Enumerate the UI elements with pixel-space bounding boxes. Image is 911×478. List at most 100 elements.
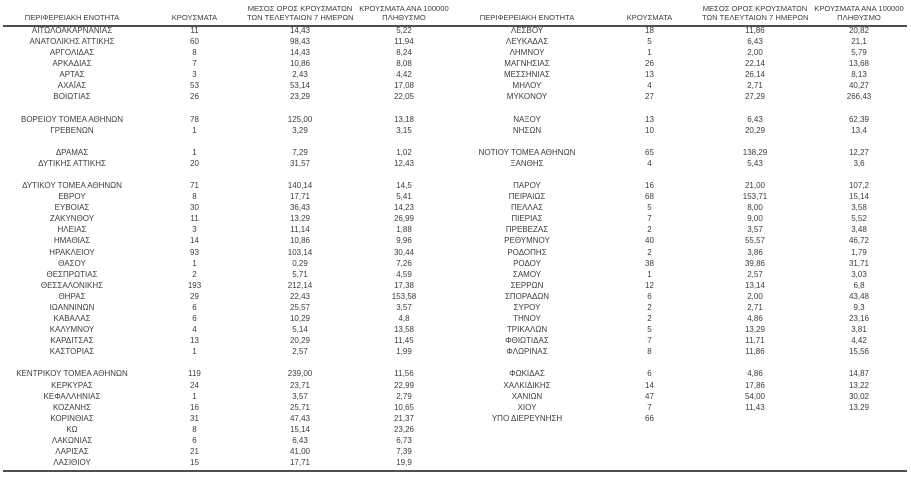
header-avg7-line1: ΜΕΣΟΣ ΟΡΟΣ ΚΡΟΥΣΜΑΤΩΝ bbox=[247, 4, 353, 13]
avg7-cell: 11,71 bbox=[745, 336, 765, 346]
per100k-cell: 4,59 bbox=[396, 269, 412, 279]
avg7-cell bbox=[702, 435, 808, 446]
per100k-cell bbox=[353, 136, 455, 147]
table-row: ΚΑΛΥΜΝΟΥ 4 5,14 13,58 bbox=[2, 324, 455, 335]
cases-cell: 27 bbox=[645, 92, 654, 102]
cases-cell: 14 bbox=[190, 236, 199, 246]
header-per100k-line2: ΠΛΗΘΥΣΜΟ bbox=[382, 13, 426, 22]
avg7-cell: 13,14 bbox=[744, 280, 766, 290]
header-region: ΠΕΡΙΦΕΡΕΙΑΚΗ ΕΝΟΤΗΤΑ bbox=[479, 13, 575, 22]
table-row: ΛΕΣΒΟΥ 18 11,86 20,82 bbox=[457, 25, 910, 36]
cases-cell bbox=[142, 169, 247, 180]
region-cell: ΚΕΝΤΡΙΚΟΥ ΤΟΜΕΑ ΑΘΗΝΩΝ bbox=[16, 369, 128, 379]
per100k-cell: 8,24 bbox=[396, 48, 412, 58]
cases-cell: 26 bbox=[190, 92, 199, 102]
region-cell: ΣΕΡΡΩΝ bbox=[510, 280, 544, 290]
per100k-cell: 23,16 bbox=[848, 314, 870, 324]
avg7-cell: 6,43 bbox=[747, 37, 763, 47]
table-row bbox=[2, 357, 455, 368]
table-row: ΔΥΤΙΚΗΣ ΑΤΤΙΚΗΣ 20 31,57 12,43 bbox=[2, 158, 455, 169]
avg7-cell: 3,86 bbox=[747, 247, 763, 257]
region-cell bbox=[457, 103, 597, 114]
cases-cell: 18 bbox=[645, 26, 654, 35]
table-row: ΦΩΚΙΔΑΣ 6 4,86 14,87 bbox=[457, 368, 910, 379]
table-row bbox=[2, 169, 455, 180]
per100k-cell: 13,4 bbox=[851, 125, 867, 135]
cases-cell: 8 bbox=[192, 424, 197, 434]
region-cell: ΔΥΤΙΚΟΥ ΤΟΜΕΑ ΑΘΗΝΩΝ bbox=[22, 181, 122, 191]
per100k-cell: 5,22 bbox=[396, 26, 412, 35]
per100k-cell: 1,02 bbox=[396, 147, 412, 157]
cases-cell: 193 bbox=[187, 280, 202, 290]
cases-cell: 7 bbox=[192, 59, 197, 69]
table-row: ΛΑΚΩΝΙΑΣ 6 6,43 6,73 bbox=[2, 435, 455, 446]
cases-cell: 5 bbox=[647, 37, 652, 47]
per100k-cell: 4,8 bbox=[398, 314, 410, 324]
cases-cell: 6 bbox=[192, 302, 197, 312]
avg7-cell: 98,43 bbox=[289, 37, 311, 47]
region-cell: ΧΑΝΙΩΝ bbox=[511, 391, 543, 401]
avg7-cell: 2,00 bbox=[747, 291, 763, 301]
per100k-cell bbox=[353, 103, 455, 114]
left-table: ΠΕΡΙΦΕΡΕΙΑΚΗ ΕΝΟΤΗΤΑ ΚΡΟΥΣΜΑΤΑ ΜΕΣΟΣ ΟΡΟ… bbox=[2, 0, 455, 468]
avg7-cell: 13,29 bbox=[744, 325, 766, 335]
region-cell: ΛΕΣΒΟΥ bbox=[510, 26, 544, 35]
region-cell: ΦΘΙΩΤΙΔΑΣ bbox=[505, 336, 549, 346]
region-cell: ΗΜΑΘΙΑΣ bbox=[53, 236, 91, 246]
avg7-cell: 26,14 bbox=[744, 70, 766, 80]
per100k-cell: 19,9 bbox=[396, 458, 412, 468]
region-cell bbox=[2, 169, 142, 180]
per100k-cell: 3,57 bbox=[396, 302, 412, 312]
cases-cell: 7 bbox=[647, 214, 652, 224]
table-row: ΣΥΡΟΥ 2 2,71 9,3 bbox=[457, 302, 910, 313]
table-row: ΑΧΑΪΑΣ 53 53,14 17,08 bbox=[2, 80, 455, 91]
table-row: ΝΟΤΙΟΥ ΤΟΜΕΑ ΑΘΗΝΩΝ 65 138,29 12,27 bbox=[457, 147, 910, 158]
region-cell: ΛΕΥΚΑΔΑΣ bbox=[505, 37, 549, 47]
avg7-cell: 6,43 bbox=[292, 435, 308, 445]
avg7-cell: 103,14 bbox=[287, 247, 313, 257]
per100k-cell bbox=[808, 136, 910, 147]
per100k-cell: 40,27 bbox=[848, 81, 870, 91]
cases-cell: 78 bbox=[190, 114, 199, 124]
header-avg7-line2: ΤΩΝ ΤΕΛΕΥΤΑΙΩΝ 7 ΗΜΕΡΩΝ bbox=[247, 13, 354, 22]
avg7-cell: 2,00 bbox=[747, 48, 763, 58]
table-row: ΠΑΡΟΥ 16 21,00 107,2 bbox=[457, 180, 910, 191]
avg7-cell: 2,71 bbox=[747, 81, 763, 91]
region-cell: ΠΡΕΒΕΖΑΣ bbox=[505, 225, 549, 235]
per100k-cell: 6,8 bbox=[853, 280, 865, 290]
cases-cell: 24 bbox=[190, 380, 199, 390]
per100k-cell: 21,1 bbox=[851, 37, 867, 47]
region-cell: ΚΟΡΙΝΘΙΑΣ bbox=[50, 413, 94, 423]
header-per100k: ΚΡΟΥΣΜΑΤΑ ΑΝΑ 100000 ΠΛΗΘΥΣΜΟ bbox=[808, 4, 910, 25]
cases-cell: 6 bbox=[647, 291, 652, 301]
per100k-cell: 31,71 bbox=[848, 258, 870, 268]
cases-cell: 1 bbox=[647, 269, 652, 279]
avg7-cell: 2,57 bbox=[292, 347, 308, 357]
cases-cell: 15 bbox=[190, 458, 199, 468]
avg7-cell: 54,00 bbox=[744, 391, 766, 401]
cases-cell: 2 bbox=[647, 225, 652, 235]
table-row: ΤΗΝΟΥ 2 4,86 23,16 bbox=[457, 313, 910, 324]
per100k-cell: 8,08 bbox=[396, 59, 412, 69]
table-row bbox=[457, 169, 910, 180]
per100k-cell: 13,22 bbox=[848, 380, 870, 390]
per100k-cell: 22,99 bbox=[393, 380, 415, 390]
header-cases: ΚΡΟΥΣΜΑΤΑ bbox=[171, 13, 218, 22]
region-cell: ΜΥΚΟΝΟΥ bbox=[506, 92, 548, 102]
avg7-cell bbox=[702, 169, 808, 180]
avg7-cell: 31,57 bbox=[289, 158, 311, 168]
region-cell: ΒΟΡΕΙΟΥ ΤΟΜΕΑ ΑΘΗΝΩΝ bbox=[20, 114, 124, 124]
avg7-cell: 0,29 bbox=[292, 258, 308, 268]
avg7-cell: 25,71 bbox=[289, 402, 311, 412]
cases-cell: 5 bbox=[647, 325, 652, 335]
avg7-cell: 17,71 bbox=[289, 458, 311, 468]
per100k-cell: 10,65 bbox=[393, 402, 415, 412]
per100k-cell: 23,26 bbox=[393, 424, 415, 434]
cases-cell: 20 bbox=[190, 158, 199, 168]
table-row: ΠΕΛΛΑΣ 5 8,00 3,58 bbox=[457, 202, 910, 213]
table-row: ΣΑΜΟΥ 1 2,57 3,03 bbox=[457, 269, 910, 280]
table-row: ΛΕΥΚΑΔΑΣ 5 6,43 21,1 bbox=[457, 36, 910, 47]
per100k-cell bbox=[808, 424, 910, 435]
cases-cell: 6 bbox=[192, 314, 197, 324]
